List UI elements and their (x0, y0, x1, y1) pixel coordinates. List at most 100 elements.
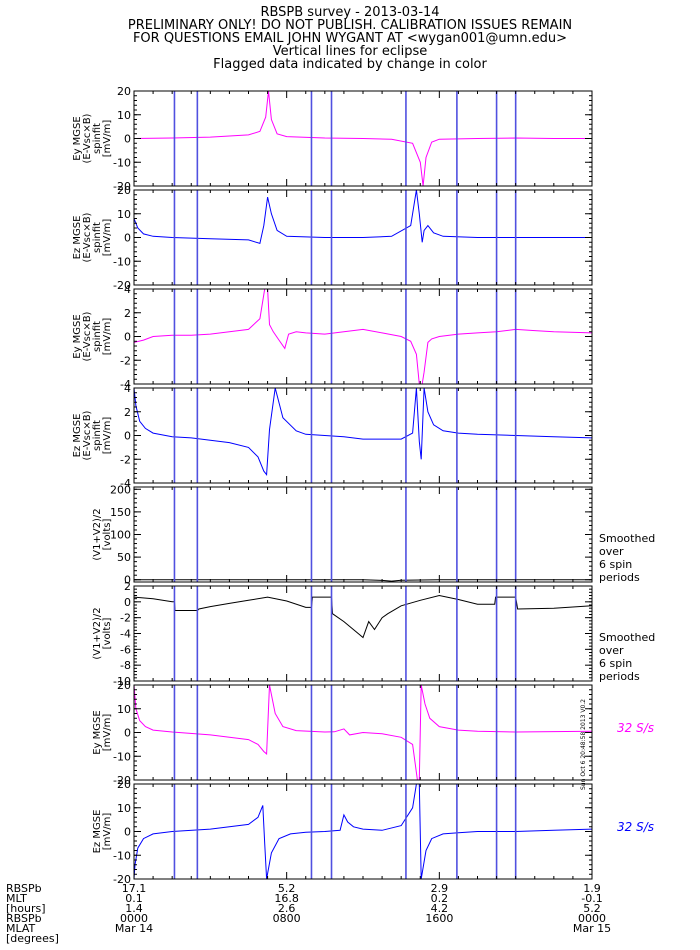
ephemeris-value: 1.9 (583, 882, 601, 895)
y-tick-label: 0 (124, 232, 131, 245)
ephemeris-column: 1.9 -0.1 5.2 0000 Mar 15 (567, 882, 617, 935)
y-axis-label: [volts] (102, 618, 113, 650)
y-tick-label: -10 (113, 675, 131, 688)
panel-ez-spinfit: -20 -10 0 10 20 Ez MGSE (E-Vsc×B) spinfit [mV/m] (72, 184, 593, 292)
y-tick-label: -2 (120, 612, 131, 625)
panel-v1v2-sum: 0 50 100 150 200 (V1+V2)/2 [volts] (92, 483, 593, 587)
ephemeris-label: [hours] (6, 902, 46, 915)
smoothing-note-line: over (599, 644, 624, 657)
series-line-ez-32sps (134, 784, 592, 879)
y-tick-label: -10 (113, 849, 131, 862)
sample-rate-label: 32 S/s (617, 820, 654, 834)
y-axis-label: [mV/m] (102, 714, 113, 752)
flag-note: Flagged data indicated by change in colo… (213, 57, 487, 72)
y-axis-label: spinfit (92, 420, 103, 451)
panel-ey-spinfit: -20 -10 0 10 20 Ey MGSE (E-Vsc×B) spinfit [mV/m] (72, 85, 593, 193)
eclipse-note: Vertical lines for eclipse (272, 44, 428, 59)
ephemeris-value: 0.1 (125, 892, 143, 905)
ephemeris-value: 0.2 (430, 892, 449, 905)
panel-ez-32sps: -20 -10 0 10 20 Ez MGSE [mV/m] (92, 778, 593, 886)
y-axis-label: (V1+V2)/2 (92, 607, 103, 659)
ephemeris-value: 0000 (120, 912, 148, 925)
y-axis-label: Ey MGSE (72, 314, 83, 358)
y-tick-label: 100 (110, 529, 131, 542)
y-tick-label: 200 (110, 483, 131, 496)
y-tick-label: -20 (113, 180, 131, 193)
y-tick-label: 10 (117, 703, 131, 716)
y-axis-label: (E-Vsc×B) (82, 311, 93, 361)
series-line-ez-spinfit (134, 190, 592, 245)
panel-frame (133, 486, 593, 583)
y-tick-label: 4 (124, 283, 131, 296)
series-line-ez-spinfit-zoom (134, 388, 592, 477)
y-axis-label: (V1+V2)/2 (92, 508, 103, 560)
y-tick-label: -2 (120, 453, 131, 466)
ephemeris-value (414, 924, 464, 934)
ephemeris-value: 5.2 (583, 902, 601, 915)
smoothing-note: Smoothed over 6 spin periods (599, 532, 655, 584)
ephemeris-value: 4.2 (430, 902, 449, 915)
y-axis-label: spinfit (92, 222, 103, 253)
y-tick-label: -6 (120, 643, 131, 656)
y-axis-label: (E-Vsc×B) (82, 212, 93, 262)
ephemeris-labels: RBSPb MLT [hours] RBSPb MLAT [degrees] (6, 882, 59, 945)
ephemeris-label: RBSPb (6, 882, 42, 895)
panel-ey-32sps: -20 -10 0 10 20 Ey MGSE [mV/m] (92, 679, 593, 787)
y-tick-label: -10 (113, 156, 131, 169)
y-axis-label: Ey MGSE (92, 710, 103, 754)
y-tick-label: -10 (113, 750, 131, 763)
y-axis-label: [volts] (102, 519, 113, 551)
ephemeris-value: 0800 (272, 912, 301, 925)
y-tick-label: 0 (124, 133, 131, 146)
ephemeris-value: Mar 15 (572, 922, 612, 935)
ephemeris-value: 1.4 (125, 902, 143, 915)
y-tick-label: -4 (120, 628, 131, 641)
contact-line: FOR QUESTIONS EMAIL JOHN WYGANT AT <wyga… (132, 31, 568, 46)
y-tick-label: 0 (124, 826, 131, 839)
y-tick-label: 20 (117, 778, 131, 791)
smoothing-note-line: over (599, 545, 624, 558)
y-tick-label: -2 (120, 354, 131, 367)
panel-v1v2-diff: -10 -8 -6 -4 -2 0 2 (V1+V2)/2 [volts] (92, 580, 593, 688)
series-line-ey-32sps (134, 685, 592, 780)
y-tick-label: 0 (124, 574, 131, 587)
y-axis-label: [mV/m] (102, 318, 113, 356)
y-axis-label: Ey MGSE (72, 116, 83, 160)
panel-frame (133, 585, 593, 682)
y-axis-label: spinfit (92, 123, 103, 154)
title: RBSPB survey - 2013-03-14 (260, 5, 440, 20)
ephemeris-label: RBSPb (6, 912, 42, 925)
ephemeris-value: 2.6 (277, 902, 296, 915)
y-tick-label: -20 (113, 279, 131, 292)
panel-frame (133, 288, 593, 385)
series-line-ey-spinfit (134, 91, 592, 186)
series-line-ey-spinfit-zoom (134, 289, 592, 384)
y-tick-label: -10 (113, 255, 131, 268)
y-tick-label: 0 (124, 331, 131, 344)
ephemeris-column: 2.9 0.2 4.2 1600 (414, 883, 464, 934)
y-axis-label: Ez MGSE (72, 414, 83, 458)
ephemeris-column: 5.2 16.8 2.6 0800 (262, 882, 312, 934)
smoothing-note-line: Smoothed (599, 532, 656, 545)
y-axis-label: [mV/m] (102, 120, 113, 158)
y-axis-label: [mV/m] (102, 417, 113, 455)
y-tick-label: 10 (117, 109, 131, 122)
y-tick-label: -4 (120, 477, 131, 490)
ephemeris-column: 17.1 0.1 1.4 0000 Mar 14 (109, 882, 159, 935)
ephemeris-value (262, 924, 312, 934)
y-tick-label: 20 (117, 85, 131, 98)
y-axis-label: (E-Vsc×B) (82, 410, 93, 460)
ephemeris-value: 5.2 (277, 882, 296, 895)
y-tick-label: -20 (113, 774, 131, 787)
ephemeris-label: [degrees] (6, 932, 59, 945)
y-tick-label: 20 (117, 679, 131, 692)
sample-rate-label: 32 S/s (617, 721, 654, 735)
ephemeris-value: 17.1 (121, 882, 147, 895)
y-tick-label: 2 (124, 406, 131, 419)
series-line-v1v2-diff (134, 594, 592, 639)
ephemeris-value: Mar 14 (114, 922, 154, 935)
smoothing-note: Smoothed over 6 spin periods (599, 631, 655, 683)
y-tick-label: 2 (124, 307, 131, 320)
y-tick-label: 0 (124, 596, 131, 609)
